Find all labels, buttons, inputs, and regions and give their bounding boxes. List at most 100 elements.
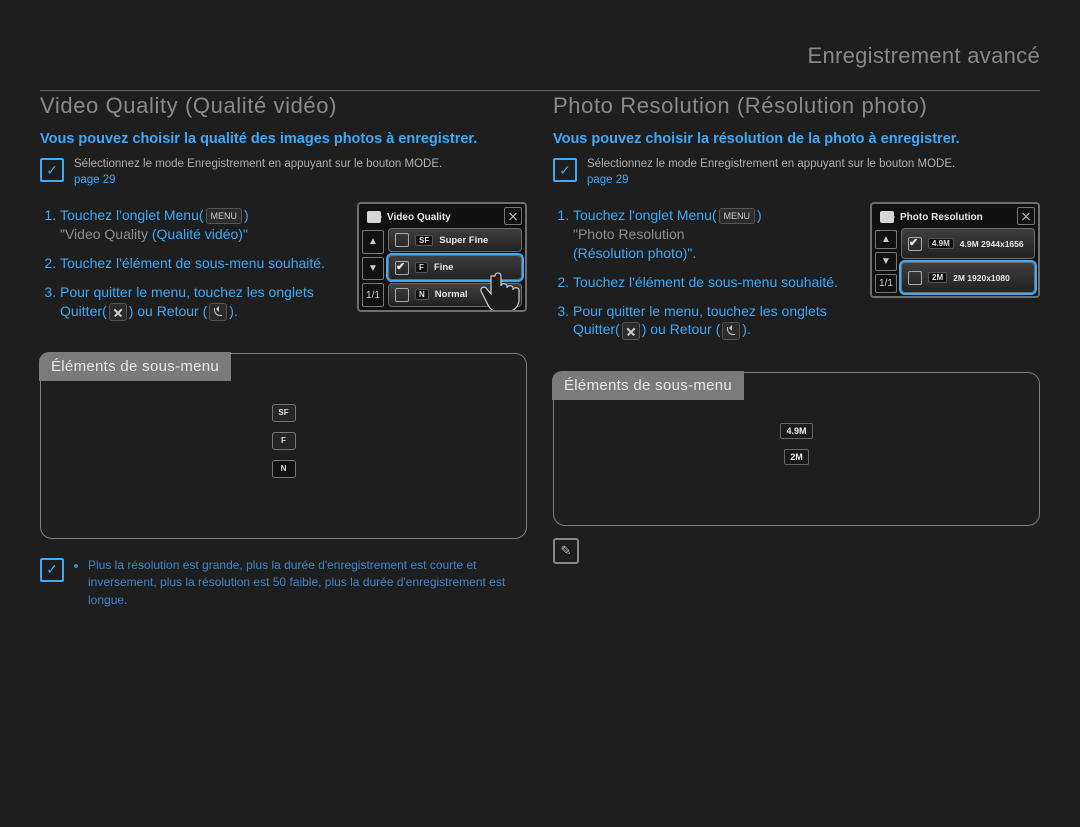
mode-hint-mode: MODE — [918, 158, 953, 170]
steps-right: Touchez l'onglet Menu(MENU) "Photo Resol… — [553, 206, 860, 340]
submenu-tab: Éléments de sous-menu — [552, 371, 744, 400]
step3-b: ) ou Retour ( — [642, 321, 721, 337]
screen-title-text: Photo Resolution — [900, 212, 983, 223]
lead-left: Vous pouvez choisir la qualité des image… — [40, 131, 527, 147]
bold-chip: 4.9M — [780, 423, 812, 439]
screen-pager: 1/1 — [875, 274, 897, 293]
mode-hint-a: Sélectionnez le mode Enregistrement en a… — [74, 158, 405, 170]
step-3: Pour quitter le menu, touchez les onglet… — [573, 302, 860, 340]
back-icon — [209, 303, 227, 321]
step-2: Touchez l'élément de sous-menu souhaité. — [60, 254, 347, 273]
device-screen-right: Photo Resolution ▲ ▼ 1/1 4.9M 4.9M 2944x1… — [870, 202, 1040, 298]
step-text-right: Touchez l'onglet Menu(MENU) "Photo Resol… — [553, 202, 860, 354]
mode-hint-row-right: ✓ Sélectionnez le mode Enregistrement en… — [553, 157, 1040, 188]
step-1: Touchez l'onglet Menu(MENU) "Photo Resol… — [573, 206, 860, 263]
step2-text: Touchez l'élément de sous-menu souhaité. — [573, 274, 838, 290]
screen-sidebar: ▲ ▼ 1/1 — [875, 230, 897, 293]
row-check — [908, 271, 922, 285]
submenu-items-right: 4.9M 2M — [570, 423, 1023, 465]
foot-line: Plus la résolution est grande, plus la d… — [88, 557, 527, 609]
screen-down-button[interactable]: ▼ — [362, 257, 384, 281]
step1-b: ) — [757, 207, 762, 223]
screen-close-button[interactable] — [1017, 207, 1035, 225]
row-label: 4.9M 2944x1656 — [960, 239, 1024, 249]
submenu-items-left: SF F N — [57, 404, 510, 478]
submenu-box-right: Éléments de sous-menu 4.9M 2M — [553, 372, 1040, 526]
screen-up-button[interactable]: ▲ — [362, 230, 384, 254]
screen-row[interactable]: 2M 2M 1920x1080 — [901, 262, 1035, 293]
col-photo-resolution: Photo Resolution (Résolution photo) Vous… — [553, 93, 1040, 613]
row-pill: SF — [415, 235, 433, 246]
screen-close-button[interactable] — [504, 207, 522, 225]
page-link[interactable]: page 29 — [587, 174, 629, 186]
step1-b: ) — [244, 207, 249, 223]
mode-hint-mode: MODE — [405, 158, 440, 170]
row-label: Fine — [434, 262, 454, 273]
header-rule — [40, 90, 1040, 91]
submenu-tab: Éléments de sous-menu — [39, 352, 231, 381]
section-title-right: Photo Resolution (Résolution photo) — [553, 93, 1040, 119]
sub-item: 2M — [784, 449, 809, 465]
screen-title-row: Photo Resolution — [880, 208, 1014, 226]
step-area-right: Touchez l'onglet Menu(MENU) "Photo Resol… — [553, 202, 1040, 354]
step3-c: ). — [742, 321, 751, 337]
lead-right: Vous pouvez choisir la résolution de la … — [553, 131, 1040, 147]
screen-down-button[interactable]: ▼ — [875, 252, 897, 271]
page: Enregistrement avancé Video Quality (Qua… — [0, 0, 1080, 827]
step-text-left: Touchez l'onglet Menu(MENU) "Video Quali… — [40, 202, 347, 335]
step3-b: ) ou Retour ( — [129, 303, 208, 319]
row-check — [395, 288, 409, 302]
mode-hint-c: . — [952, 158, 955, 170]
mode-hint-text-right: Sélectionnez le mode Enregistrement en a… — [587, 157, 955, 188]
screen-row[interactable]: 4.9M 4.9M 2944x1656 — [901, 228, 1035, 259]
sub-item: N — [272, 460, 296, 478]
screen-row[interactable]: SF Super Fine — [388, 228, 522, 252]
step-2: Touchez l'élément de sous-menu souhaité. — [573, 273, 860, 292]
sub-item: F — [272, 432, 296, 450]
steps-left: Touchez l'onglet Menu(MENU) "Video Quali… — [40, 206, 347, 321]
row-check — [908, 237, 922, 251]
submenu-box-left: Éléments de sous-menu SF F N — [40, 353, 527, 539]
mode-hint-c: . — [439, 158, 442, 170]
foot-text: Plus la résolution est grande, plus la d… — [74, 557, 527, 613]
back-icon — [722, 322, 740, 340]
row-pill: 4.9M — [928, 238, 954, 249]
mini-chip: SF — [272, 404, 296, 422]
check-icon: ✓ — [40, 158, 64, 182]
menu-chip: MENU — [206, 208, 243, 224]
camera-icon — [367, 211, 381, 223]
row-label: Super Fine — [439, 235, 488, 246]
step1-a: Touchez l'onglet Menu( — [573, 207, 717, 223]
row-label: 2M 1920x1080 — [953, 273, 1010, 283]
sub-item: 4.9M — [780, 423, 812, 439]
check-icon: ✓ — [40, 558, 64, 582]
camera-icon — [880, 211, 894, 223]
step1-plain: (Qualité vidéo)" — [152, 226, 248, 242]
foot-row-left: ✓ Plus la résolution est grande, plus la… — [40, 557, 527, 613]
step1-quoted: "Video Quality — [60, 226, 152, 242]
col-video-quality: Video Quality (Qualité vidéo) Vous pouve… — [40, 93, 527, 613]
step-1: Touchez l'onglet Menu(MENU) "Video Quali… — [60, 206, 347, 244]
close-icon — [622, 322, 640, 340]
mini-chip: N — [272, 460, 296, 478]
mode-hint-text-left: Sélectionnez le mode Enregistrement en a… — [74, 157, 442, 188]
step3-c: ). — [229, 303, 238, 319]
row-check — [395, 233, 409, 247]
screen-title-row: Video Quality — [367, 208, 501, 226]
step2-text: Touchez l'élément de sous-menu souhaité. — [60, 255, 325, 271]
step1-plain: (Résolution photo)". — [573, 245, 696, 261]
row-label: Normal — [435, 289, 468, 300]
page-link[interactable]: page 29 — [74, 174, 116, 186]
screen-up-button[interactable]: ▲ — [875, 230, 897, 249]
menu-chip: MENU — [719, 208, 756, 224]
row-pill: F — [415, 262, 428, 273]
pencil-icon: ✎ — [553, 538, 579, 564]
section-title-left: Video Quality (Qualité vidéo) — [40, 93, 527, 119]
screen-sidebar: ▲ ▼ 1/1 — [362, 230, 384, 307]
mode-hint-row-left: ✓ Sélectionnez le mode Enregistrement en… — [40, 157, 527, 188]
screen-title-text: Video Quality — [387, 212, 451, 223]
step-area-left: Touchez l'onglet Menu(MENU) "Video Quali… — [40, 202, 527, 335]
mode-hint-a: Sélectionnez le mode Enregistrement en a… — [587, 158, 918, 170]
mini-chip: F — [272, 432, 296, 450]
row-pill: 2M — [928, 272, 947, 283]
